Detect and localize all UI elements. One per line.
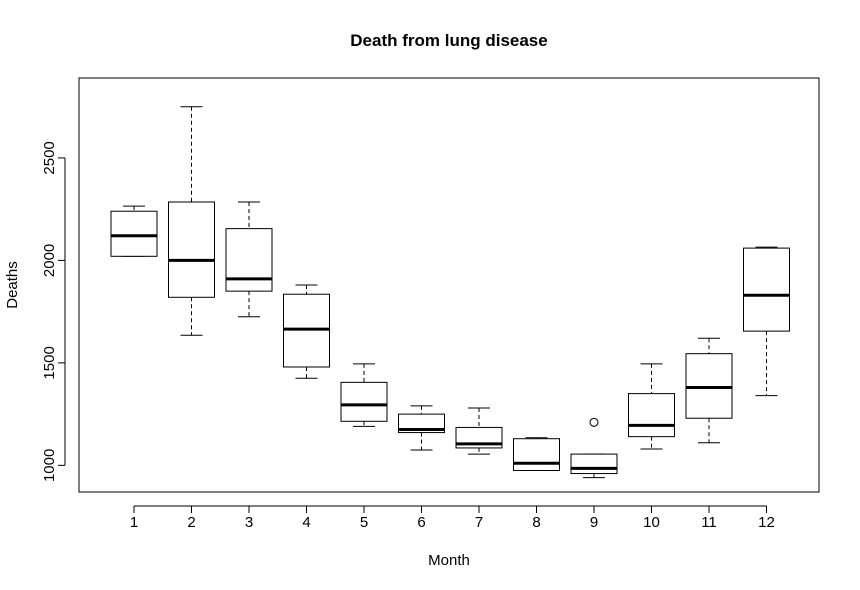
- x-tick-label: 5: [360, 514, 368, 531]
- x-tick-label: 11: [701, 514, 717, 531]
- y-tick-label: 1500: [41, 346, 58, 379]
- iqr-box: [628, 393, 675, 438]
- iqr-box: [743, 247, 790, 332]
- box-month-6: [398, 405, 445, 451]
- iqr-box: [110, 210, 158, 257]
- box-month-9: [570, 417, 618, 479]
- box-month-11: [685, 337, 733, 444]
- iqr-box: [225, 228, 273, 292]
- y-axis-label: Deaths: [4, 261, 21, 309]
- box-month-1: [110, 205, 158, 257]
- box-month-7: [455, 407, 503, 455]
- x-tick-label: 3: [245, 514, 253, 531]
- iqr-box: [685, 353, 733, 419]
- box-month-4: [283, 284, 330, 379]
- y-axis: 1000 1500 2000 2500: [41, 141, 66, 482]
- chart-title: Death from lung disease: [350, 31, 547, 50]
- box-month-10: [628, 363, 675, 450]
- y-tick-label: 1000: [41, 449, 58, 482]
- x-tick-label: 7: [475, 514, 483, 531]
- x-tick-label: 1: [130, 514, 138, 531]
- outlier-point: [589, 417, 599, 427]
- x-axis: 1 2 3 4 5 6 7 8 9 10 11 12: [130, 505, 775, 531]
- box-month-3: [225, 201, 273, 318]
- x-axis-label: Month: [428, 552, 470, 569]
- x-tick-label: 8: [532, 514, 540, 531]
- box-group: [110, 106, 790, 479]
- iqr-box: [168, 201, 215, 298]
- box-month-8: [513, 437, 560, 471]
- iqr-box: [398, 413, 445, 434]
- box-month-5: [340, 363, 388, 427]
- y-tick-label: 2500: [41, 141, 58, 174]
- y-tick-label: 2000: [41, 244, 58, 277]
- x-tick-label: 6: [417, 514, 425, 531]
- iqr-box: [513, 438, 560, 471]
- plot-frame: [78, 77, 820, 493]
- x-tick-label: 9: [590, 514, 598, 531]
- iqr-box: [340, 381, 388, 422]
- iqr-box: [283, 293, 330, 368]
- x-tick-label: 12: [758, 514, 775, 531]
- box-month-2: [168, 106, 215, 336]
- box-month-12: [743, 246, 790, 397]
- iqr-box: [570, 453, 618, 475]
- x-tick-label: 4: [302, 514, 310, 531]
- x-tick-label: 10: [643, 514, 660, 531]
- x-tick-label: 2: [187, 514, 195, 531]
